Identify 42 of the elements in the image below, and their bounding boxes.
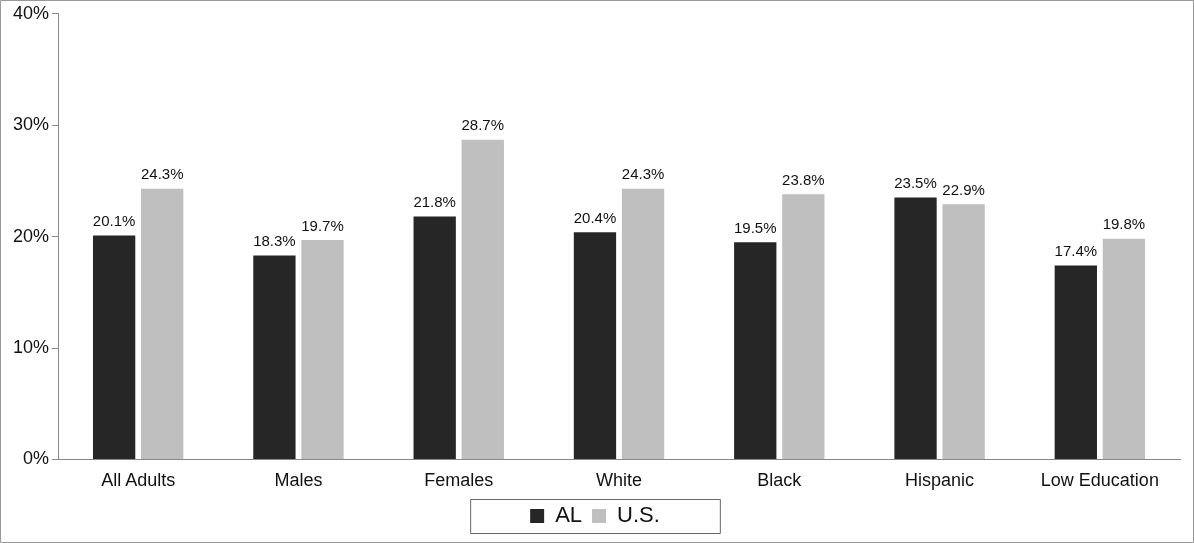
bar: [253, 255, 296, 459]
bar: [413, 216, 456, 459]
data-label: 18.3%: [253, 232, 296, 250]
data-label: 20.4%: [573, 208, 617, 226]
bar: [92, 235, 136, 459]
x-tick-label: Black: [757, 470, 803, 491]
data-label: 23.8%: [782, 170, 825, 188]
data-label: 24.3%: [621, 165, 665, 183]
bar: [734, 242, 777, 459]
bar: [942, 204, 985, 459]
y-tick-label: 30%: [13, 114, 50, 135]
data-label: 19.5%: [733, 218, 777, 236]
bar: [782, 194, 825, 459]
x-tick-label: Males: [274, 470, 323, 491]
data-label: 19.7%: [301, 216, 344, 234]
x-tick-label: White: [596, 470, 643, 491]
bar: [894, 197, 937, 459]
data-label: 28.7%: [461, 116, 505, 134]
bar: [621, 188, 665, 459]
x-tick-label: All Adults: [101, 470, 176, 491]
bar: [461, 139, 504, 459]
bar: [1054, 265, 1097, 459]
data-label: 22.9%: [942, 180, 985, 198]
bar: [1102, 238, 1146, 459]
y-tick-label: 40%: [13, 2, 50, 23]
data-label: 23.5%: [894, 174, 937, 192]
x-tick-label: Hispanic: [905, 470, 975, 491]
data-label: 17.4%: [1054, 242, 1098, 260]
bar: [573, 232, 617, 459]
bar: [141, 188, 184, 459]
data-label: 21.8%: [413, 193, 456, 211]
data-label: 20.1%: [92, 212, 136, 230]
x-tick-label: Females: [424, 470, 494, 491]
y-tick-label: 0%: [23, 448, 50, 469]
legend-label: AL: [555, 502, 583, 528]
data-label: 19.8%: [1102, 215, 1146, 233]
x-tick-label: Low Education: [1040, 470, 1159, 491]
data-label: 24.3%: [140, 165, 184, 183]
y-tick-label: 20%: [13, 225, 50, 246]
y-tick-label: 10%: [13, 336, 50, 357]
bar: [301, 239, 344, 459]
legend-label: U.S.: [617, 502, 660, 528]
